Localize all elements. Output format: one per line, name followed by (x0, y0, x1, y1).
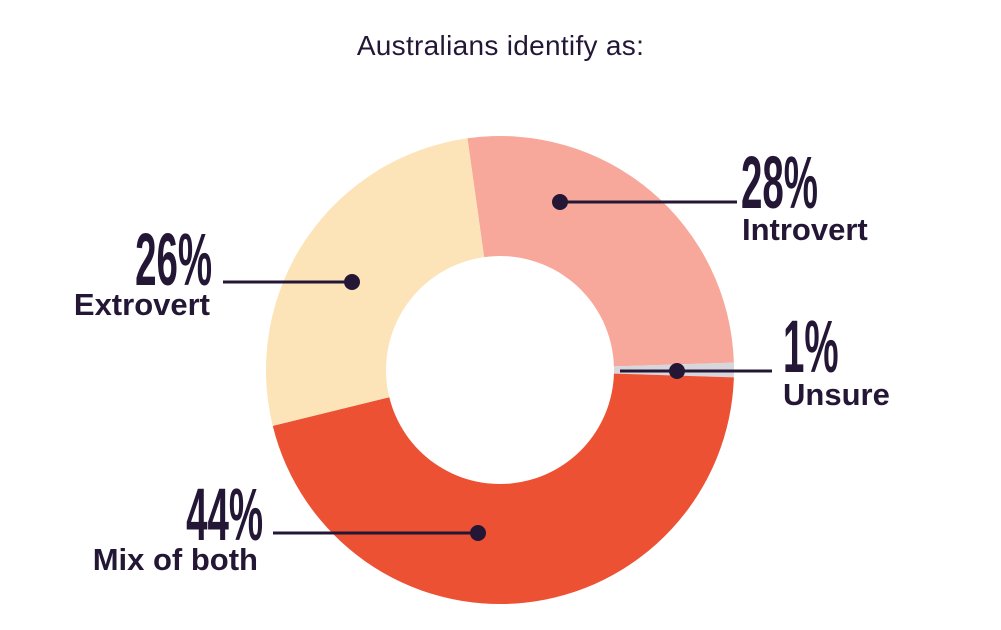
unsure-label: Unsure (783, 377, 890, 412)
callout-dot-extrovert (344, 274, 360, 290)
callout-dot-mix-of-both (470, 525, 486, 541)
donut-segment-extrovert (265, 138, 485, 426)
unsure-percent-value: 1% (783, 305, 839, 388)
callout-dot-introvert (552, 194, 568, 210)
mix-of-both-label: Mix of both (92, 542, 258, 577)
donut-segment-introvert (467, 136, 734, 367)
callout-dot-unsure (669, 363, 685, 379)
introvert-label: Introvert (742, 212, 868, 247)
chart-title: Australians identify as: (356, 30, 645, 61)
introvert-percent-value: 28% (741, 141, 819, 224)
extrovert-percent-value: 26% (134, 218, 212, 301)
mix-of-both-percent-value: 44% (185, 473, 263, 556)
donut-segment-mix-of-both (272, 373, 734, 605)
extrovert-label: Extrovert (73, 287, 210, 322)
